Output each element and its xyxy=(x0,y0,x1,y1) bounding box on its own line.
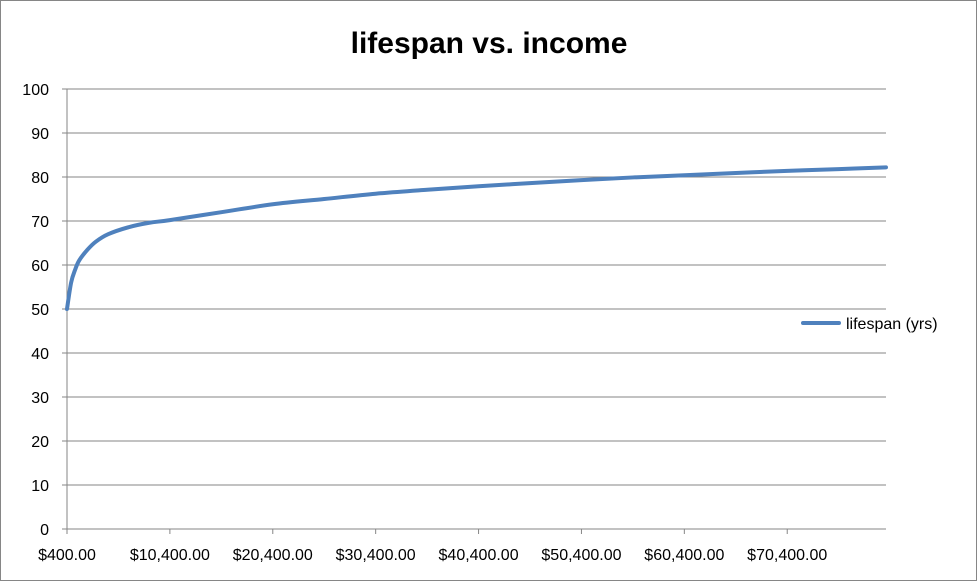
legend-label-lifespan: lifespan (yrs) xyxy=(846,316,938,333)
y-tick-label: 100 xyxy=(22,82,49,99)
chart-title: lifespan vs. income xyxy=(351,27,628,60)
gridlines xyxy=(62,88,886,530)
y-tick-label: 0 xyxy=(40,522,49,539)
series-line-0 xyxy=(65,165,888,311)
x-tick-label: $40,400.00 xyxy=(439,547,519,564)
x-tick-label: $70,400.00 xyxy=(747,547,827,564)
y-tick-label: 20 xyxy=(31,434,49,451)
x-tick-label: $20,400.00 xyxy=(233,547,313,564)
x-tick-label: $30,400.00 xyxy=(336,547,416,564)
y-tick-label: 30 xyxy=(31,390,49,407)
y-tick-label: 10 xyxy=(31,478,49,495)
axes xyxy=(66,89,886,534)
y-tick-label: 40 xyxy=(31,346,49,363)
series-layer xyxy=(65,165,888,311)
y-tick-label: 50 xyxy=(31,302,49,319)
y-tick-label: 90 xyxy=(31,126,49,143)
y-tick-label: 70 xyxy=(31,214,49,231)
y-tick-label: 60 xyxy=(31,258,49,275)
y-tick-label: 80 xyxy=(31,170,49,187)
x-tick-label: $50,400.00 xyxy=(541,547,621,564)
x-tick-label: $60,400.00 xyxy=(644,547,724,564)
legend: lifespan (yrs) xyxy=(801,316,938,333)
y-axis-tick-labels: 0 10 20 30 40 50 60 70 80 90 100 xyxy=(22,82,49,539)
x-tick-label: $400.00 xyxy=(38,547,96,564)
x-tick-label: $10,400.00 xyxy=(130,547,210,564)
x-axis-tick-labels: $400.00 $10,400.00 $20,400.00 $30,400.00 $40… xyxy=(38,547,827,564)
